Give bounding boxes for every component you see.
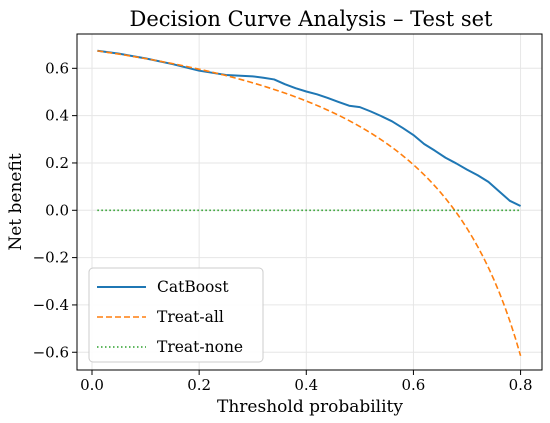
series-layer	[97, 49, 522, 357]
y-tick-label: −0.6	[33, 343, 69, 361]
y-tick-label: −0.4	[33, 296, 69, 314]
x-tick-label: 0.8	[509, 376, 533, 394]
y-tick-label: 0.4	[45, 107, 69, 125]
legend-label-catboost: CatBoost	[157, 278, 229, 296]
y-tick-label: 0.2	[45, 154, 69, 172]
y-axis-label: Net benefit	[6, 153, 26, 250]
x-tick-label: 0.6	[401, 376, 425, 394]
legend: CatBoost Treat-all Treat-none	[88, 267, 264, 363]
y-tick-label: 0.6	[45, 59, 69, 77]
legend-label-treat-all: Treat-all	[157, 308, 224, 326]
series-line-treat-all	[97, 50, 522, 357]
x-axis-label: Threshold probability	[217, 397, 403, 417]
x-tick-label: 0.0	[80, 376, 104, 394]
y-tick-label: 0.0	[45, 201, 69, 219]
x-tick-label: 0.2	[187, 376, 211, 394]
plot-frame	[76, 33, 543, 371]
x-tick-label: 0.4	[294, 376, 318, 394]
y-axis-ticks: −0.6 −0.4 −0.2 0.0 0.2 0.4 0.6	[33, 59, 77, 361]
series-line-catboost	[97, 49, 522, 207]
chart-title: Decision Curve Analysis – Test set	[130, 7, 493, 31]
x-axis-ticks: 0.0 0.2 0.4 0.6 0.8	[80, 370, 533, 394]
legend-box	[88, 267, 264, 363]
legend-label-treat-none: Treat-none	[157, 338, 243, 356]
y-tick-label: −0.2	[33, 249, 69, 267]
